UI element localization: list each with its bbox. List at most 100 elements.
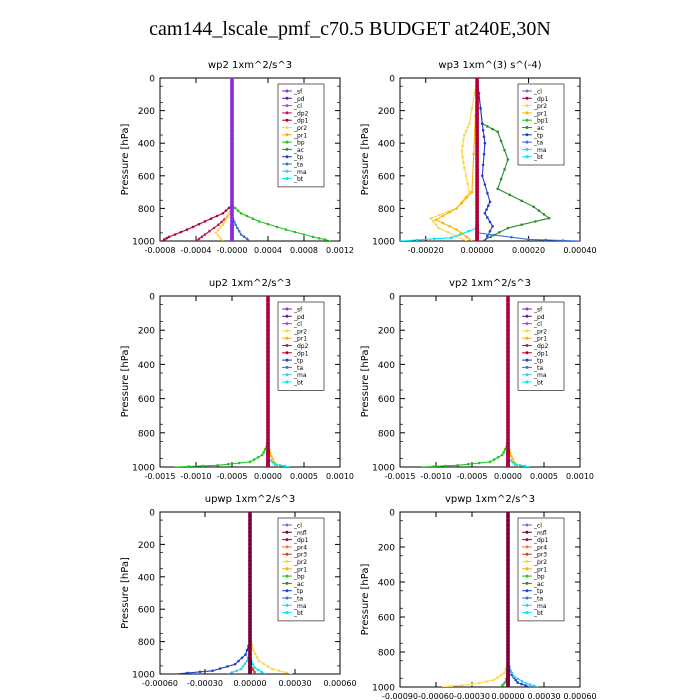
data-point xyxy=(512,675,516,678)
y-tick-label: 1000 xyxy=(132,464,155,474)
x-tick-label: 0.0000 xyxy=(254,472,282,481)
data-point xyxy=(248,600,252,605)
data-point xyxy=(162,238,166,241)
legend-label: _ta xyxy=(293,596,303,603)
data-point xyxy=(506,545,510,549)
x-tick-label: 0.00040 xyxy=(563,246,596,255)
data-point xyxy=(260,670,263,674)
data-point xyxy=(266,410,270,415)
data-point xyxy=(284,228,288,231)
data-point xyxy=(506,643,510,647)
data-point xyxy=(230,170,234,175)
data-point xyxy=(317,237,321,240)
legend-marker xyxy=(525,581,529,585)
data-point xyxy=(467,229,470,233)
legend-label: _cl xyxy=(533,523,542,530)
data-point xyxy=(230,219,234,224)
legend-label: _mfl xyxy=(293,530,307,537)
legend-marker xyxy=(525,589,529,593)
data-point xyxy=(242,235,246,238)
data-point xyxy=(253,652,257,655)
legend-label: _ta xyxy=(533,596,543,603)
legend-label: _dp2 xyxy=(293,343,309,350)
data-point xyxy=(481,122,484,125)
data-point xyxy=(506,636,510,640)
legend-label: _dp1 xyxy=(293,537,309,544)
data-point xyxy=(506,420,510,425)
x-tick-label: 0.00000 xyxy=(233,679,266,688)
data-point xyxy=(506,519,510,523)
data-point xyxy=(506,532,510,536)
data-point xyxy=(230,206,234,211)
data-point xyxy=(219,226,222,229)
legend-label: _sf xyxy=(533,307,543,314)
data-point xyxy=(506,431,510,435)
series-group xyxy=(400,78,580,241)
data-point xyxy=(506,417,510,421)
data-point xyxy=(446,231,450,234)
legend-label: _sf xyxy=(293,307,303,314)
data-point xyxy=(561,239,565,241)
data-point xyxy=(475,149,479,154)
legend-marker xyxy=(285,96,289,100)
legend-marker xyxy=(525,314,529,318)
data-point xyxy=(173,233,177,236)
data-point xyxy=(230,167,234,172)
data-point xyxy=(179,230,183,234)
data-point xyxy=(485,208,488,211)
data-point xyxy=(266,424,270,428)
data-point xyxy=(475,137,479,141)
x-tick-label: 0.00000 xyxy=(491,692,524,700)
panel-3: up2 1xm^2/s^3 Pressure [hPa] 0 200 400 600 800… xyxy=(120,278,354,481)
y-tick-label: 400 xyxy=(138,361,155,371)
panel-2: wp3 1xm^(3) s^(-4) Pressure [hPa] 0 200 400 6… xyxy=(360,60,597,255)
data-point xyxy=(473,91,476,95)
data-point xyxy=(262,662,265,665)
data-point xyxy=(510,671,514,675)
data-point xyxy=(236,226,239,230)
legend-marker xyxy=(525,596,529,600)
legend-label: _dp1 xyxy=(293,118,309,125)
legend-label: _pr2 xyxy=(293,559,307,566)
data-point xyxy=(503,168,506,171)
data-point xyxy=(487,204,490,207)
data-point xyxy=(215,214,219,218)
legend-marker xyxy=(525,523,529,527)
y-axis-label: Pressure [hPa] xyxy=(360,564,371,636)
legend-label: _pr1 xyxy=(533,336,547,343)
data-point xyxy=(251,217,255,220)
data-point xyxy=(465,196,469,199)
data-point xyxy=(251,663,255,666)
data-point xyxy=(243,662,247,665)
data-point xyxy=(506,540,510,545)
panel-title: wp3 1xm^(3) s^(-4) xyxy=(438,60,541,71)
data-point xyxy=(241,665,245,668)
data-point xyxy=(506,400,510,404)
data-point xyxy=(266,431,270,435)
figure-title: cam144_lscale_pmf_c70.5 BUDGET at240E,30… xyxy=(149,18,551,40)
data-point xyxy=(537,209,541,212)
data-point xyxy=(197,222,201,226)
series-group xyxy=(161,78,332,241)
data-point xyxy=(506,660,510,665)
data-point xyxy=(513,463,517,466)
data-point xyxy=(488,200,492,204)
data-point xyxy=(224,218,228,221)
data-point xyxy=(433,237,436,241)
data-point xyxy=(260,453,264,457)
data-point xyxy=(475,219,479,224)
legend-marker xyxy=(525,329,529,333)
data-point xyxy=(475,238,479,241)
data-point xyxy=(506,604,510,609)
data-point xyxy=(511,461,515,464)
data-point xyxy=(460,684,464,687)
data-point xyxy=(255,656,259,659)
series-line-pr1 xyxy=(434,78,478,241)
legend-label: _pr2 xyxy=(533,559,547,566)
legend-label: _pr1 xyxy=(533,110,547,117)
y-tick-label: 1000 xyxy=(372,238,395,248)
data-point xyxy=(475,157,479,162)
data-point xyxy=(506,298,510,303)
legend-marker xyxy=(525,358,529,362)
data-point xyxy=(227,206,231,210)
